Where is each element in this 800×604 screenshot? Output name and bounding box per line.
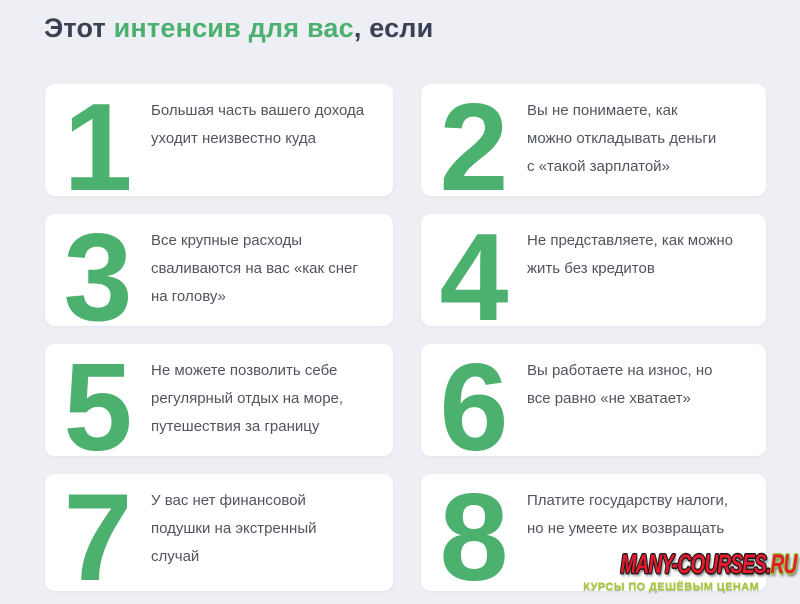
reason-number-5: 5 [63, 344, 133, 456]
watermark-tagline: КУРСЫ ПО ДЕШЁВЫМ ЦЕНАМ [583, 581, 760, 593]
page-title: Этот интенсив для вас, если [44, 13, 433, 44]
watermark-logo-dot: . [766, 549, 772, 579]
reason-text-4: Не представляете, как можно жить без кре… [527, 232, 733, 277]
reasons-grid: 1 Большая часть вашего дохода уходит неи… [45, 84, 766, 591]
reason-text-3: Все крупные расходы сваливаются на вас «… [151, 232, 358, 305]
page-title-part-dark-2: , если [353, 13, 434, 43]
reason-card-3: 3 Все крупные расходы сваливаются на вас… [45, 214, 393, 326]
watermark-logo: MANY-COURSES.RU [620, 549, 798, 579]
reason-number-2: 2 [439, 84, 509, 196]
reason-card-6: 6 Вы работаете на износ, но все равно «н… [421, 344, 766, 456]
reason-card-2: 2 Вы не понимаете, как можно откладывать… [421, 84, 766, 196]
reason-card-4: 4 Не представляете, как можно жить без к… [421, 214, 766, 326]
reason-text-8: Платите государству налоги, но не умеете… [527, 492, 729, 537]
reason-text-7: У вас нет финансовой подушки на экстренн… [151, 492, 317, 565]
reason-text-5: Не можете позволить себе регулярный отды… [151, 362, 344, 435]
page-title-part-dark-1: Этот [44, 13, 114, 43]
watermark-logo-tld: RU [771, 549, 798, 579]
watermark-logo-main: MANY-COURSES [620, 549, 767, 579]
reason-card-5: 5 Не можете позволить себе регулярный от… [45, 344, 393, 456]
reason-number-1: 1 [63, 84, 133, 196]
reason-text-1: Большая часть вашего дохода уходит неизв… [151, 102, 365, 147]
reason-number-6: 6 [439, 344, 509, 456]
reason-text-6: Вы работаете на износ, но все равно «не … [527, 362, 713, 407]
reason-card-1: 1 Большая часть вашего дохода уходит неи… [45, 84, 393, 196]
page-title-part-green: интенсив для вас [113, 13, 354, 43]
reason-text-2: Вы не понимаете, как можно откладывать д… [527, 102, 717, 175]
reason-number-4: 4 [439, 214, 509, 326]
reason-card-7: 7 У вас нет финансовой подушки на экстре… [45, 474, 393, 591]
reason-number-3: 3 [63, 214, 133, 326]
site-watermark: MANY-COURSES.RU КУРСЫ ПО ДЕШЁВЫМ ЦЕНАМ [545, 551, 797, 593]
reason-number-8: 8 [439, 474, 509, 591]
reason-card-8: 8 Платите государству налоги, но не умее… [421, 474, 766, 591]
reason-number-7: 7 [63, 474, 133, 591]
